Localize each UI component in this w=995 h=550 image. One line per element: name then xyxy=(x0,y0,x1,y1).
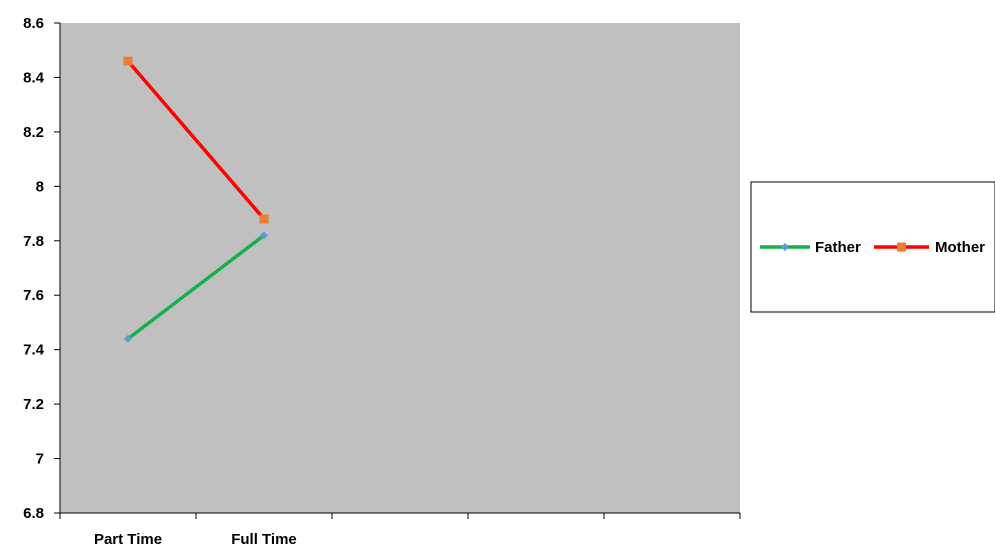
y-tick-label: 7.6 xyxy=(23,287,44,304)
legend: Father Mother xyxy=(750,181,995,313)
data-point-mother xyxy=(123,56,133,66)
series-father xyxy=(124,231,268,343)
x-tick-label: Part Time xyxy=(94,531,162,548)
x-tick-label: Full Time xyxy=(231,531,297,548)
legend-marker xyxy=(781,243,789,251)
legend-entry-father: Father xyxy=(760,239,861,256)
series-mother xyxy=(123,56,269,224)
legend-entry-mother: Mother xyxy=(874,239,985,256)
legend-label: Mother xyxy=(935,239,985,256)
series-line-father xyxy=(126,233,266,341)
plot-area xyxy=(60,23,740,513)
series-layer xyxy=(123,56,269,343)
legend-marker xyxy=(897,242,906,252)
y-axis: 6.8 7 7.2 7.4 7.6 7.8 8 8.2 8.4 8.6 xyxy=(23,15,61,522)
y-tick-label: 8.2 xyxy=(23,124,44,141)
data-point-mother xyxy=(259,214,269,224)
y-tick-label: 8.4 xyxy=(23,69,45,86)
y-tick-label: 8 xyxy=(36,178,44,195)
y-tick-label: 6.8 xyxy=(23,505,44,522)
y-tick-label: 7.8 xyxy=(23,233,44,250)
legend-label: Father xyxy=(815,239,861,256)
y-tick-label: 7 xyxy=(36,451,44,468)
y-tick-label: 8.6 xyxy=(23,15,44,32)
series-line-mother xyxy=(126,59,266,221)
data-point-father xyxy=(124,334,132,343)
x-axis: Part Time Full Time xyxy=(59,512,741,548)
data-point-father xyxy=(260,231,268,240)
y-tick-label: 7.4 xyxy=(23,342,45,359)
y-tick-label: 7.2 xyxy=(23,396,44,413)
